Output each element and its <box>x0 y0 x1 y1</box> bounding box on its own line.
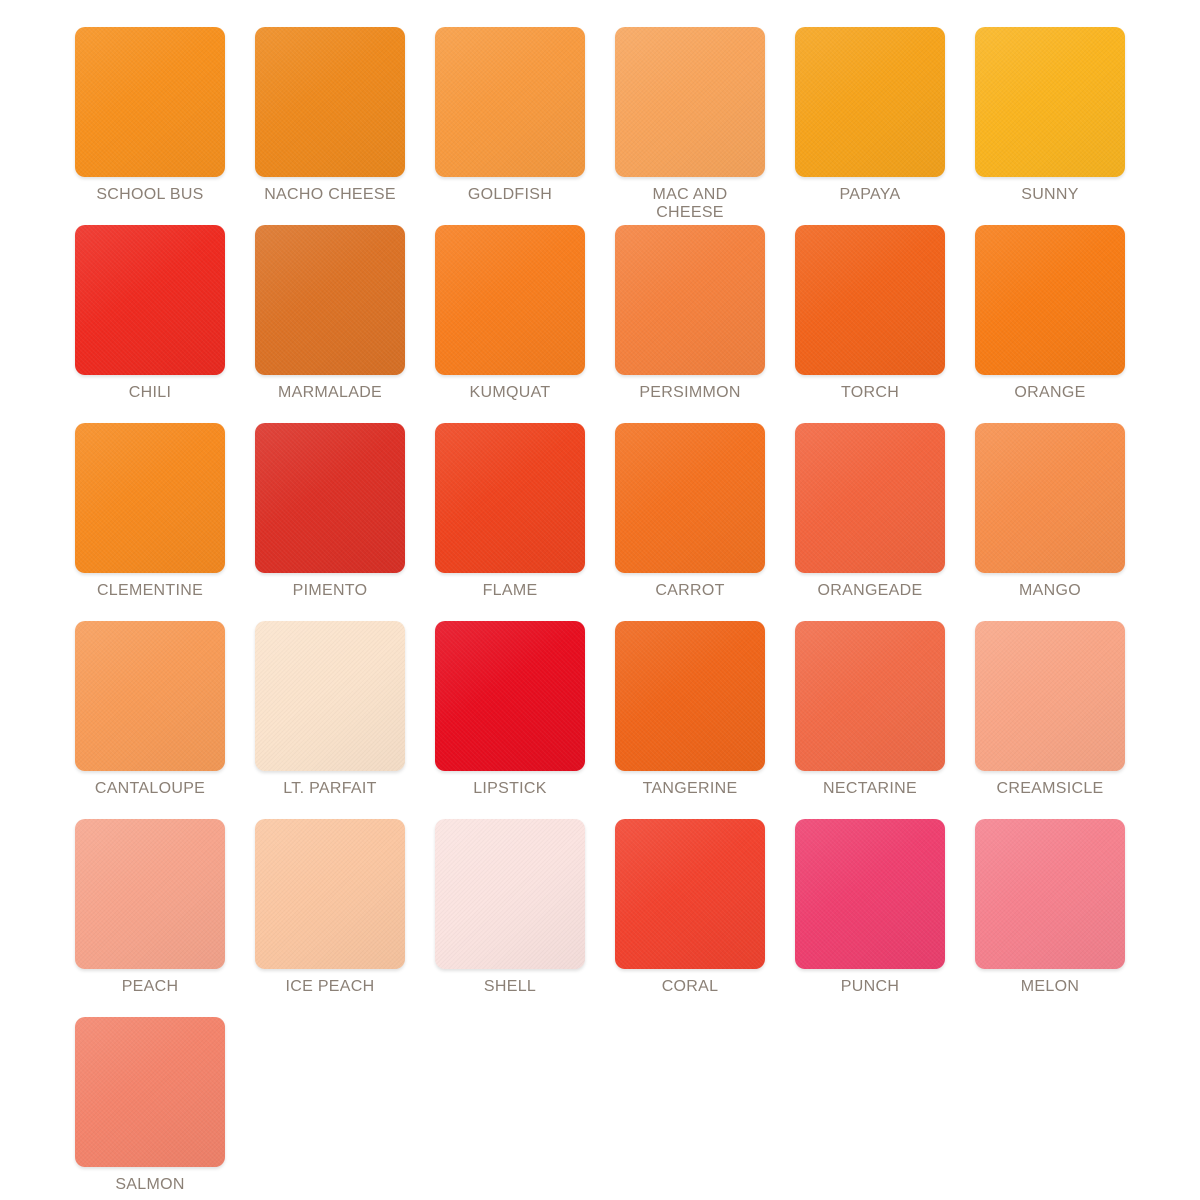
swatch-tile: CLEMENTINE <box>75 423 225 619</box>
swatch-tile: MELON <box>975 819 1125 1015</box>
swatch-tile: PAPAYA <box>795 27 945 223</box>
color-swatch[interactable] <box>435 621 585 771</box>
swatch-label: PIMENTO <box>292 582 368 599</box>
swatch-tile: TANGERINE <box>615 621 765 817</box>
swatch-tile: MARMALADE <box>255 225 405 421</box>
swatch-tile: ORANGEADE <box>795 423 945 619</box>
swatch-tile: TORCH <box>795 225 945 421</box>
swatch-tile: FLAME <box>435 423 585 619</box>
color-swatch[interactable] <box>975 621 1125 771</box>
swatch-tile: CARROT <box>615 423 765 619</box>
swatch-tile: LIPSTICK <box>435 621 585 817</box>
swatch-label: SUNNY <box>1021 186 1079 203</box>
color-swatch[interactable] <box>975 27 1125 177</box>
swatch-label: FLAME <box>482 582 538 599</box>
swatch-tile: PERSIMMON <box>615 225 765 421</box>
swatch-label: CREAMSICLE <box>996 780 1104 797</box>
swatch-label: CARROT <box>655 582 725 599</box>
swatch-label: KUMQUAT <box>469 384 551 401</box>
swatch-label: TANGERINE <box>642 780 738 797</box>
swatch-label: SHELL <box>483 978 537 995</box>
swatch-tile: SCHOOL BUS <box>75 27 225 223</box>
color-swatch[interactable] <box>75 1017 225 1167</box>
color-swatch[interactable] <box>975 423 1125 573</box>
swatch-tile: PIMENTO <box>255 423 405 619</box>
color-swatch[interactable] <box>795 225 945 375</box>
swatch-label: PEACH <box>121 978 179 995</box>
swatch-tile: SALMON <box>75 1017 225 1200</box>
color-swatch[interactable] <box>615 621 765 771</box>
swatch-tile: MAC AND CHEESE <box>615 27 765 223</box>
color-swatch[interactable] <box>255 621 405 771</box>
color-swatch[interactable] <box>795 819 945 969</box>
swatch-label: CHILI <box>128 384 172 401</box>
swatch-tile: NECTARINE <box>795 621 945 817</box>
swatch-label: ORANGEADE <box>817 582 923 599</box>
color-swatch[interactable] <box>75 423 225 573</box>
color-swatch[interactable] <box>615 819 765 969</box>
swatch-label: PAPAYA <box>839 186 901 203</box>
swatch-label: NECTARINE <box>823 780 917 797</box>
swatch-tile: CORAL <box>615 819 765 1015</box>
color-swatch[interactable] <box>255 27 405 177</box>
color-swatch[interactable] <box>255 819 405 969</box>
swatch-tile: MANGO <box>975 423 1125 619</box>
color-swatch[interactable] <box>75 819 225 969</box>
color-swatch[interactable] <box>75 225 225 375</box>
color-swatch[interactable] <box>255 423 405 573</box>
swatch-label: CORAL <box>661 978 719 995</box>
swatch-grid: SCHOOL BUS NACHO CHEESE GOLDFISH MAC AND… <box>75 27 1125 1200</box>
swatch-label: CANTALOUPE <box>94 780 206 797</box>
color-swatch[interactable] <box>795 621 945 771</box>
color-swatch[interactable] <box>255 225 405 375</box>
color-swatch[interactable] <box>615 423 765 573</box>
swatch-label: PERSIMMON <box>639 384 741 401</box>
swatch-tile: GOLDFISH <box>435 27 585 223</box>
color-swatch[interactable] <box>795 423 945 573</box>
swatch-label: TORCH <box>840 384 900 401</box>
color-swatch[interactable] <box>435 27 585 177</box>
swatch-label: CLEMENTINE <box>96 582 204 599</box>
swatch-tile: CHILI <box>75 225 225 421</box>
swatch-label: SALMON <box>115 1176 185 1193</box>
color-swatch[interactable] <box>615 225 765 375</box>
swatch-label: MELON <box>1020 978 1080 995</box>
swatch-tile: LT. PARFAIT <box>255 621 405 817</box>
color-swatch[interactable] <box>795 27 945 177</box>
swatch-label: ICE PEACH <box>285 978 375 995</box>
swatch-label: SCHOOL BUS <box>96 186 204 203</box>
color-swatch[interactable] <box>435 819 585 969</box>
swatch-tile: SUNNY <box>975 27 1125 223</box>
swatch-tile: CREAMSICLE <box>975 621 1125 817</box>
swatch-label: MANGO <box>1019 582 1081 599</box>
swatch-label: LT. PARFAIT <box>283 780 377 797</box>
color-swatch[interactable] <box>75 27 225 177</box>
swatch-tile: KUMQUAT <box>435 225 585 421</box>
swatch-label: NACHO CHEESE <box>264 186 396 203</box>
swatch-label: PUNCH <box>840 978 900 995</box>
swatch-tile: ORANGE <box>975 225 1125 421</box>
color-swatch[interactable] <box>975 225 1125 375</box>
color-swatch[interactable] <box>435 225 585 375</box>
color-swatch[interactable] <box>975 819 1125 969</box>
swatch-tile: CANTALOUPE <box>75 621 225 817</box>
color-swatch[interactable] <box>435 423 585 573</box>
swatch-tile: NACHO CHEESE <box>255 27 405 223</box>
color-swatch[interactable] <box>615 27 765 177</box>
color-swatch[interactable] <box>75 621 225 771</box>
swatch-tile: SHELL <box>435 819 585 1015</box>
swatch-label: LIPSTICK <box>473 780 547 797</box>
swatch-tile: ICE PEACH <box>255 819 405 1015</box>
swatch-label: ORANGE <box>1014 384 1086 401</box>
swatch-tile: PEACH <box>75 819 225 1015</box>
swatch-label: MAC AND CHEESE <box>652 186 728 221</box>
swatch-label: MARMALADE <box>277 384 383 401</box>
swatch-tile: PUNCH <box>795 819 945 1015</box>
swatch-label: GOLDFISH <box>467 186 553 203</box>
